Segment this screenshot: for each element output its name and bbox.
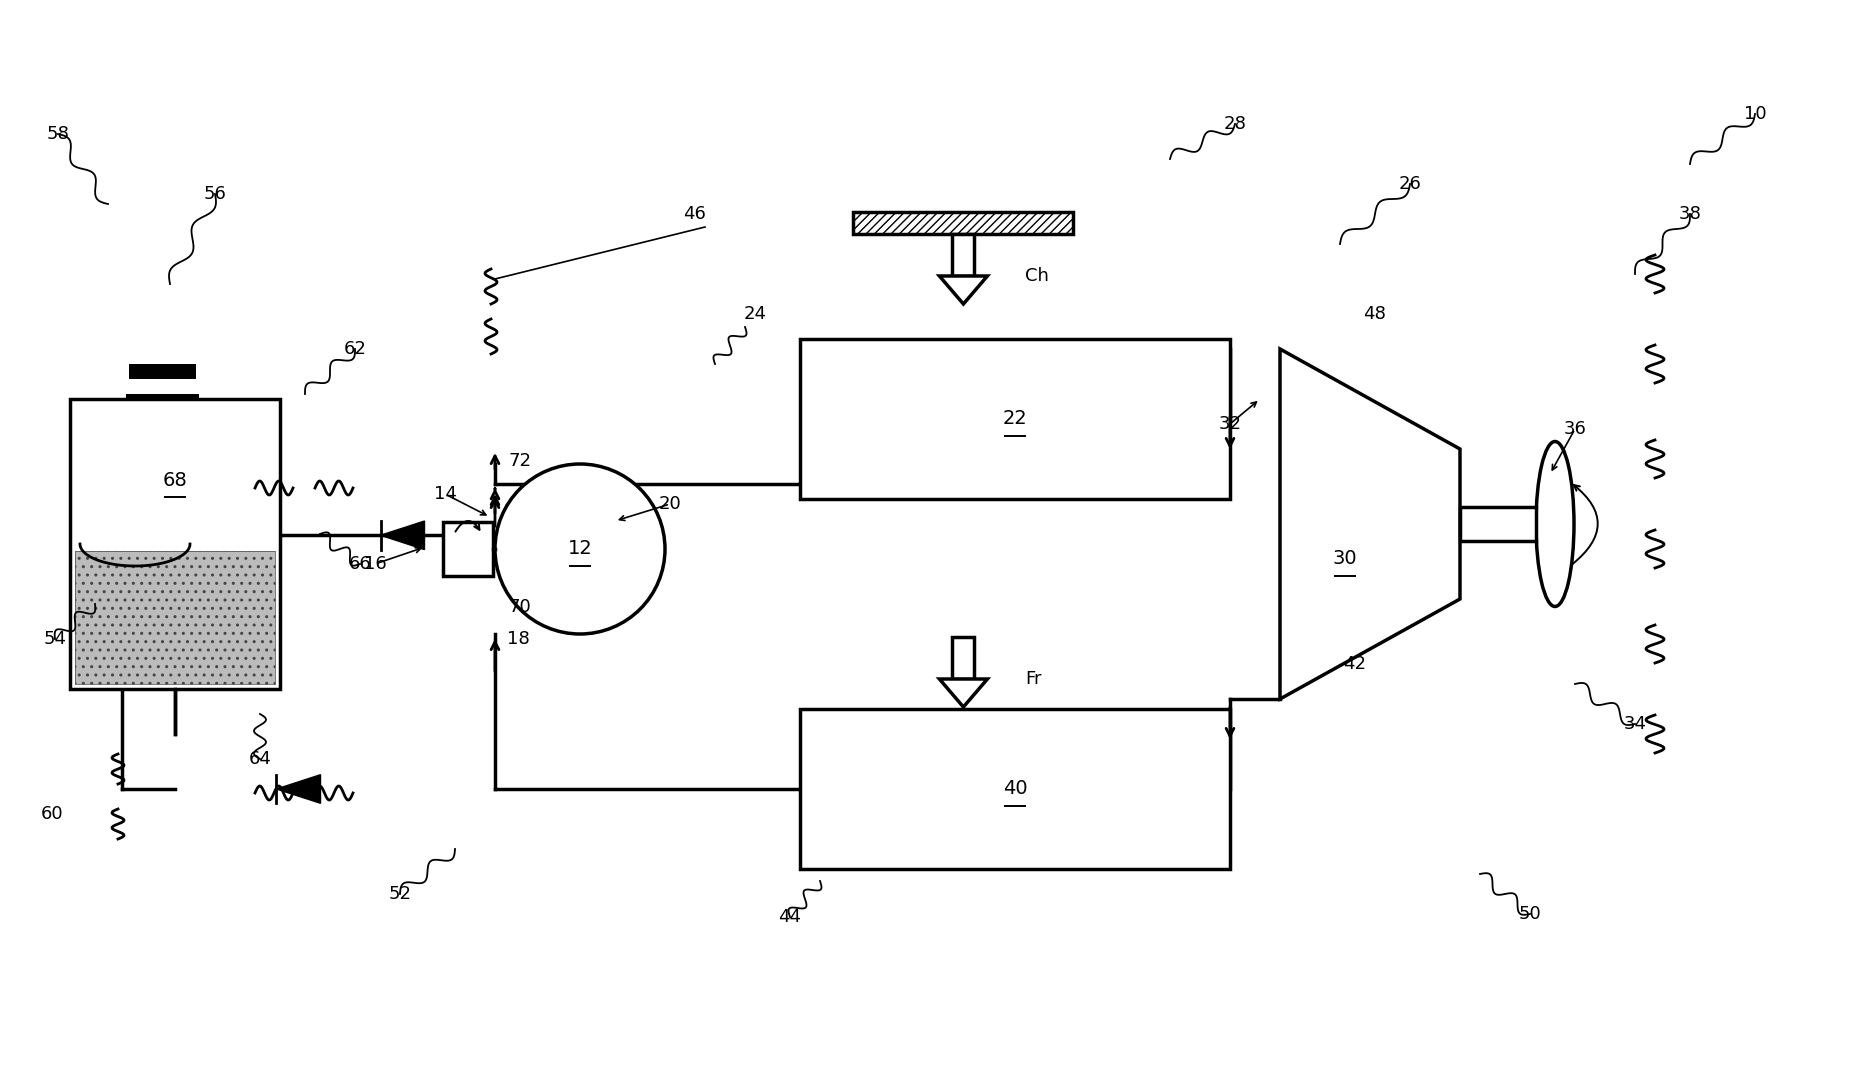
Polygon shape: [276, 775, 321, 803]
Bar: [126, 394, 198, 399]
Polygon shape: [939, 276, 987, 304]
Text: 26: 26: [1399, 175, 1421, 193]
Bar: [74, 551, 275, 684]
Text: 48: 48: [1363, 305, 1386, 323]
Text: 16: 16: [364, 555, 386, 573]
Text: 58: 58: [46, 125, 69, 143]
Text: 18: 18: [506, 630, 529, 648]
Text: 60: 60: [41, 805, 63, 823]
Text: 36: 36: [1562, 420, 1586, 438]
Text: 24: 24: [744, 305, 766, 323]
Text: 32: 32: [1219, 415, 1241, 433]
Text: 40: 40: [1002, 779, 1028, 799]
Bar: [70, 399, 280, 690]
Text: 44: 44: [777, 908, 801, 926]
Text: 66: 66: [349, 555, 371, 573]
Text: 10: 10: [1742, 105, 1766, 123]
Text: Ch: Ch: [1024, 267, 1048, 285]
Text: 56: 56: [204, 185, 226, 203]
Bar: [74, 551, 275, 684]
Text: 54: 54: [43, 630, 67, 648]
Bar: [800, 709, 1230, 869]
Bar: [1460, 507, 1536, 541]
Text: 52: 52: [388, 885, 412, 903]
Text: 28: 28: [1222, 115, 1247, 133]
Bar: [853, 212, 1072, 234]
Text: 62: 62: [343, 340, 365, 358]
Text: 38: 38: [1677, 205, 1701, 223]
Text: 68: 68: [163, 470, 187, 490]
Text: 14: 14: [434, 485, 456, 503]
Text: 70: 70: [508, 598, 531, 616]
Polygon shape: [939, 679, 987, 707]
Text: 72: 72: [508, 452, 531, 470]
Text: 20: 20: [659, 495, 681, 513]
Text: Fr: Fr: [1024, 670, 1041, 688]
Text: 42: 42: [1343, 655, 1365, 673]
Bar: [952, 234, 974, 276]
Text: 46: 46: [683, 205, 707, 223]
Text: 34: 34: [1623, 715, 1645, 733]
Text: 64: 64: [249, 750, 271, 768]
Polygon shape: [1280, 348, 1460, 699]
Ellipse shape: [1536, 441, 1573, 606]
Text: 50: 50: [1517, 905, 1540, 923]
Bar: [128, 365, 197, 379]
Polygon shape: [380, 521, 425, 549]
Bar: [132, 379, 193, 399]
Bar: [800, 339, 1230, 499]
Text: 12: 12: [568, 540, 592, 558]
Text: 22: 22: [1002, 409, 1028, 429]
Circle shape: [495, 464, 664, 634]
Text: 30: 30: [1332, 549, 1356, 569]
Bar: [443, 522, 493, 576]
Bar: [952, 637, 974, 679]
